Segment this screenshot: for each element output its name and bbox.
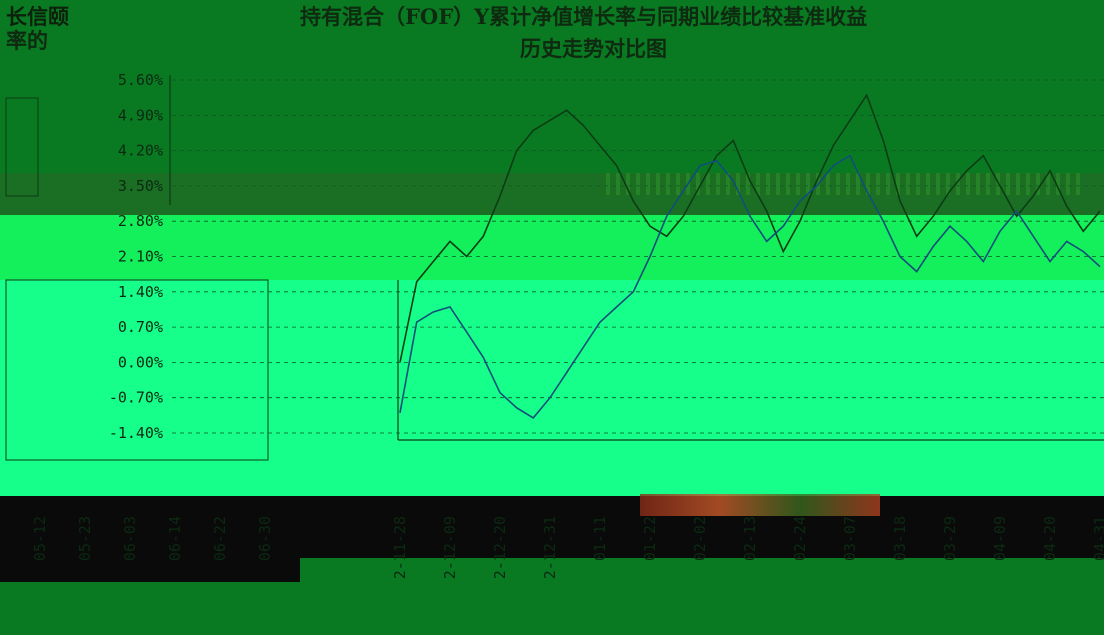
background-band-top bbox=[0, 0, 1104, 195]
x-tick-label: 05-12 bbox=[31, 516, 49, 561]
y-tick-label: -1.40% bbox=[109, 424, 163, 442]
y-tick-label: 2.80% bbox=[118, 212, 163, 230]
x-tick-label: 05-23 bbox=[76, 516, 94, 561]
left-inset-frame bbox=[5, 97, 39, 197]
x-tick-label: 02-13 bbox=[741, 516, 759, 561]
y-tick-label: 2.10% bbox=[118, 248, 163, 266]
x-tick-label: 02-02 bbox=[691, 516, 709, 561]
background-band-green2 bbox=[0, 280, 1104, 520]
series-line-1 bbox=[399, 93, 1101, 363]
x-tick-label: 2-11-28 bbox=[391, 516, 409, 579]
x-tick-label: 01-22 bbox=[641, 516, 659, 561]
x-tick-label: 04-20 bbox=[1041, 516, 1059, 561]
y-tick-label: 0.70% bbox=[118, 318, 163, 336]
left-panel-frame bbox=[5, 279, 269, 461]
chart-title-line1-right: 持有混合（FOF）Y累计净值增长率与同期业绩比较基准收益 bbox=[300, 4, 868, 29]
x-tick-label: 04-09 bbox=[991, 516, 1009, 561]
y-tick-label: -0.70% bbox=[109, 389, 163, 407]
x-tick-label: 03-07 bbox=[841, 516, 859, 561]
x-tick-label: 01-11 bbox=[591, 516, 609, 561]
x-tick-label: 06-22 bbox=[211, 516, 229, 561]
noise-strip bbox=[640, 494, 880, 516]
chart-title-line2: 历史走势对比图 bbox=[520, 36, 667, 61]
chart-title-line1-tail: 率的 bbox=[6, 28, 48, 53]
y-tick-label: 5.60% bbox=[118, 71, 163, 89]
background-band-black bbox=[0, 496, 1104, 558]
x-tick-label: 03-18 bbox=[891, 516, 909, 561]
x-tick-label: 2-12-09 bbox=[441, 516, 459, 579]
chart-title-line1-left: 长信颐 bbox=[6, 4, 69, 29]
x-tick-label: 06-30 bbox=[256, 516, 274, 561]
y-tick-label: 4.90% bbox=[118, 106, 163, 124]
x-tick-label: 03-29 bbox=[941, 516, 959, 561]
x-tick-label: 2-12-31 bbox=[541, 516, 559, 579]
y-tick-label: 3.50% bbox=[118, 177, 163, 195]
x-tick-label: 06-14 bbox=[166, 516, 184, 561]
y-tick-label: 4.20% bbox=[118, 142, 163, 160]
background-band-black2 bbox=[0, 556, 300, 582]
y-tick-label: 0.00% bbox=[118, 353, 163, 371]
x-tick-label: 04-31 bbox=[1091, 516, 1104, 561]
y-tick-label: 1.40% bbox=[118, 283, 163, 301]
x-tick-label: 2-12-20 bbox=[491, 516, 509, 579]
x-tick-label: 02-24 bbox=[791, 516, 809, 561]
series-line-2 bbox=[399, 154, 1101, 419]
x-tick-label: 06-03 bbox=[121, 516, 139, 561]
